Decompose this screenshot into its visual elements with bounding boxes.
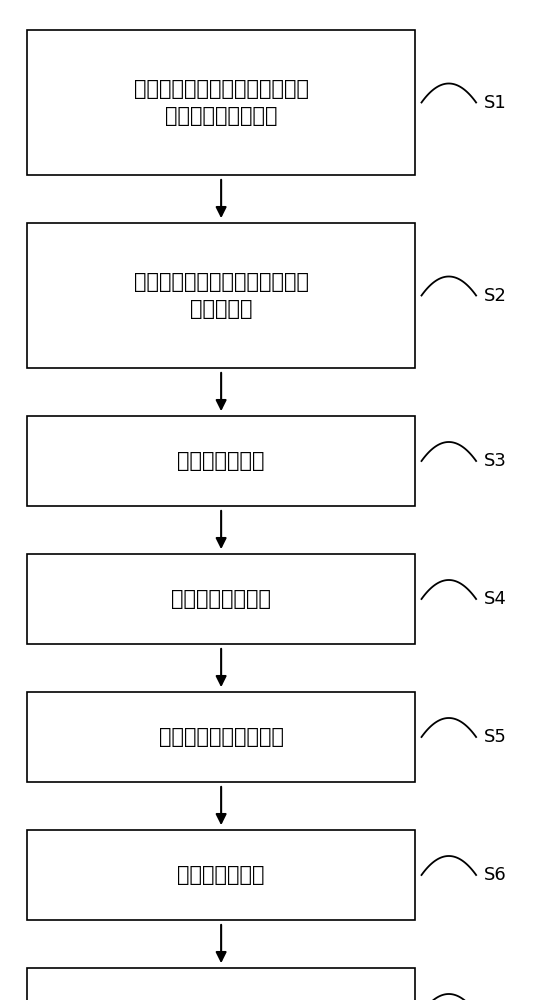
Text: S3: S3 bbox=[484, 452, 507, 470]
Text: S2: S2 bbox=[484, 287, 507, 305]
Text: 形成第一导线层: 形成第一导线层 bbox=[177, 865, 265, 885]
Bar bbox=[27, 416, 415, 506]
Text: 局部固化形成第一图案化导电层
的导电材料: 局部固化形成第一图案化导电层 的导电材料 bbox=[134, 272, 308, 319]
Bar bbox=[27, 30, 415, 175]
Text: 移除第二离型层: 移除第二离型层 bbox=[177, 451, 265, 471]
Text: S4: S4 bbox=[484, 590, 507, 608]
Bar bbox=[27, 223, 415, 368]
Text: 形成第一图案化导电层: 形成第一图案化导电层 bbox=[159, 727, 283, 747]
Bar bbox=[27, 554, 415, 644]
Text: S1: S1 bbox=[484, 94, 507, 111]
Text: 移除第一离型层，并贴合第一绵
缘膜层于柔性基材上: 移除第一离型层，并贴合第一绵 缘膜层于柔性基材上 bbox=[134, 79, 308, 126]
Text: S6: S6 bbox=[484, 866, 507, 884]
Text: S5: S5 bbox=[484, 728, 507, 746]
Text: 固化第一绵缘膜层: 固化第一绵缘膜层 bbox=[171, 589, 271, 609]
Bar bbox=[27, 830, 415, 920]
Bar bbox=[27, 692, 415, 782]
Bar bbox=[27, 968, 415, 1000]
